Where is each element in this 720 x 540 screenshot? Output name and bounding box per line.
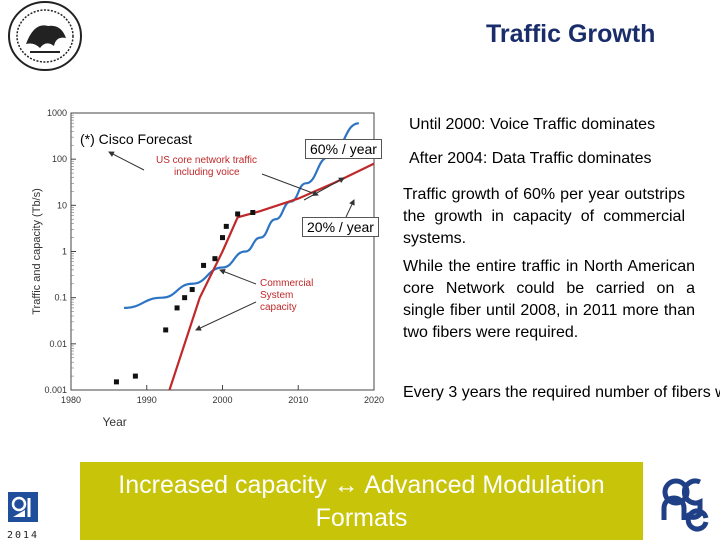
conference-logo: 2014 xyxy=(7,492,39,540)
y-tick-label: 0.1 xyxy=(54,293,67,303)
capacity-marker xyxy=(235,211,241,217)
y-tick-label: 0.01 xyxy=(49,339,67,349)
y-tick-label: 0.001 xyxy=(44,385,67,395)
x-tick-label: 2000 xyxy=(212,395,232,405)
capacity-annotation: Commercial System capacity xyxy=(260,278,313,313)
capacity-marker xyxy=(189,287,195,293)
x-tick-label: 1990 xyxy=(137,395,157,405)
bullet-fiber: While the entire traffic in North Americ… xyxy=(403,258,695,341)
y-tick-label: 1000 xyxy=(47,108,67,118)
ogng-logo xyxy=(661,478,709,532)
forecast-note: (*) Cisco Forecast xyxy=(80,131,193,147)
capacity-marker xyxy=(201,262,207,268)
annotation-arrow xyxy=(219,269,257,285)
x-tick-label: 1980 xyxy=(61,395,81,405)
traffic-annotation: US core network traffic including voice xyxy=(156,155,257,178)
rate-60-label: 60% / year xyxy=(305,139,382,159)
logo-year: 2014 xyxy=(7,530,39,540)
rate-20-label: 20% / year xyxy=(302,217,379,237)
traffic-line xyxy=(124,122,360,310)
chart-axes: 0.001 0.01 0.1 1 10 100 1000 1980 1990 2000 2010 20… xyxy=(31,108,384,429)
annotation-arrow xyxy=(303,177,345,201)
y-tick-label: 100 xyxy=(52,154,67,164)
capacity-marker xyxy=(220,235,225,241)
x-axis-label: Year xyxy=(103,415,127,429)
capacity-marker xyxy=(223,223,229,229)
y-tick-label: 10 xyxy=(57,200,67,210)
annotation-arrow xyxy=(345,199,355,218)
capacity-marker xyxy=(250,209,256,215)
annotation-arrow xyxy=(108,151,145,171)
capacity-marker xyxy=(163,327,169,333)
bullet-doubling: Every 3 years the required number of fib… xyxy=(403,384,720,401)
page-title: Traffic Growth xyxy=(486,20,656,48)
annotation-arrow xyxy=(261,173,319,197)
chart-series xyxy=(113,122,375,391)
traffic-capacity-chart: 0.001 0.01 0.1 1 10 100 1000 1980 1990 2000 2010 20… xyxy=(31,108,384,429)
bullet-growth: Traffic growth of 60% per year outstrips… xyxy=(403,186,685,247)
bullet-voice: Until 2000: Voice Traffic dominates xyxy=(409,116,656,133)
bullet-data: After 2004: Data Traffic dominates xyxy=(409,150,652,167)
capacity-marker xyxy=(113,379,119,385)
annotation-arrow xyxy=(195,301,257,331)
modulation-banner: Increased capacity ↔ Advanced Modulation… xyxy=(80,462,643,540)
x-tick-label: 2020 xyxy=(364,395,384,405)
chart-annotations: US core network traffic including voice Co… xyxy=(108,151,355,331)
capacity-marker xyxy=(182,295,188,301)
y-axis-label: Traffic and capacity (Tb/s) xyxy=(31,188,43,315)
capacity-marker xyxy=(174,305,180,311)
capacity-marker xyxy=(212,256,218,262)
x-tick-label: 2010 xyxy=(288,395,308,405)
capacity-marker xyxy=(132,373,138,379)
y-tick-label: 1 xyxy=(62,247,67,257)
university-seal-logo xyxy=(8,1,82,71)
capacity-trend-line xyxy=(168,162,375,391)
